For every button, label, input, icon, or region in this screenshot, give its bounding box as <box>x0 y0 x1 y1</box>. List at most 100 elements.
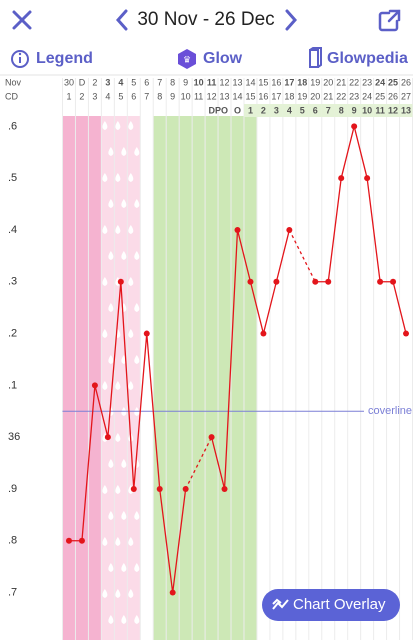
cycle-day-label: 23 <box>349 91 359 101</box>
y-tick-label: .6 <box>8 120 17 132</box>
cycle-day-label: 9 <box>170 91 175 101</box>
temperature-point <box>91 382 98 389</box>
spotting-drop <box>108 355 114 364</box>
date-label: 16 <box>271 77 281 87</box>
legend-button[interactable]: Legend <box>11 50 93 68</box>
cycle-day-label: 26 <box>388 91 398 101</box>
glowpedia-label: Glowpedia <box>327 50 408 67</box>
date-label: 9 <box>183 77 188 87</box>
spotting-drop <box>102 277 108 286</box>
spotting-drop <box>108 459 114 468</box>
spotting-drop <box>128 381 134 390</box>
temperature-point <box>130 485 137 492</box>
date-label: 25 <box>388 77 398 87</box>
gap-connector <box>288 229 316 283</box>
temperature-point <box>169 589 176 596</box>
cycle-day-label: 18 <box>284 91 294 101</box>
spotting-drop <box>128 225 134 234</box>
cycle-day-label: 24 <box>362 91 372 101</box>
date-label: 30 <box>64 77 74 87</box>
cycle-day-label: 21 <box>323 91 333 101</box>
spotting-drop <box>121 511 127 520</box>
cycle-day-label: 1 <box>66 91 71 101</box>
y-tick-label: .4 <box>8 224 17 236</box>
date-label: 23 <box>362 77 372 87</box>
spotting-drop <box>121 251 127 260</box>
dpo-day: 7 <box>326 105 331 115</box>
temperature-point <box>364 175 371 182</box>
dpo-cell <box>282 104 296 117</box>
spotting-drop <box>121 563 127 572</box>
dpo-day: 4 <box>287 105 292 115</box>
date-label: 4 <box>118 77 123 87</box>
spotting-drop <box>102 121 108 130</box>
gap-connector <box>185 436 213 490</box>
temperature-point <box>182 485 189 492</box>
dpo-day: 9 <box>352 105 357 115</box>
chart: NovCD301D2233445566778899101011111212131… <box>5 77 413 640</box>
spotting-drop <box>115 433 121 442</box>
date-label: 14 <box>245 77 255 87</box>
close-button[interactable] <box>12 10 32 30</box>
glowpedia-button[interactable]: Glowpedia <box>309 47 408 68</box>
temperature-point <box>260 330 267 337</box>
spotting-drop <box>115 485 121 494</box>
y-tick-label: .1 <box>8 379 17 391</box>
cycle-day-label: 6 <box>131 91 136 101</box>
cycle-day-label: 3 <box>92 91 97 101</box>
y-tick-label: .5 <box>8 172 17 184</box>
spotting-drop <box>121 459 127 468</box>
spotting-drop <box>108 251 114 260</box>
date-label: D <box>79 77 86 87</box>
row-label: CD <box>5 91 18 101</box>
prev-button[interactable] <box>115 9 128 31</box>
dpo-cell <box>347 104 361 117</box>
dpo-day: 5 <box>300 105 305 115</box>
temperature-point <box>156 485 163 492</box>
spotting-drop <box>102 537 108 546</box>
cycle-day-label: 13 <box>220 91 230 101</box>
spotting-drop <box>108 147 114 156</box>
share-button[interactable] <box>378 9 401 32</box>
temperature-point <box>208 434 215 441</box>
spotting-drop <box>102 485 108 494</box>
next-button[interactable] <box>285 9 298 31</box>
cycle-day-label: 12 <box>207 91 217 101</box>
spotting-drop <box>121 147 127 156</box>
glow-button[interactable]: ♛ Glow <box>178 49 243 69</box>
spotting-band <box>101 116 141 640</box>
dpo-day: O <box>234 105 241 115</box>
temperature-point <box>325 278 332 285</box>
period-band <box>62 116 102 640</box>
temperature-point <box>104 434 111 441</box>
spotting-drop <box>128 277 134 286</box>
spotting-drop <box>128 329 134 338</box>
dpo-cell <box>321 104 335 117</box>
spotting-drop <box>115 121 121 130</box>
date-label: 10 <box>194 77 204 87</box>
spotting-drop <box>102 381 108 390</box>
spotting-drop <box>108 511 114 520</box>
spotting-drop <box>108 615 114 624</box>
date-label: 15 <box>258 77 268 87</box>
legend-label: Legend <box>36 50 93 67</box>
spotting-drop <box>134 199 140 208</box>
spotting-drop <box>134 511 140 520</box>
y-tick-label: .8 <box>8 535 17 547</box>
cycle-day-label: 11 <box>194 91 203 101</box>
dpo-day: 13 <box>401 105 411 115</box>
dpo-cell <box>334 104 348 117</box>
cycle-day-label: 22 <box>336 91 346 101</box>
temperature-point <box>286 226 293 233</box>
temperature-point <box>143 330 150 337</box>
y-tick-label: .9 <box>8 483 17 495</box>
spotting-drop <box>128 173 134 182</box>
chart-overlay-button[interactable]: Chart Overlay <box>262 589 400 621</box>
temperature-point <box>377 278 384 285</box>
cycle-day-label: 5 <box>118 91 123 101</box>
temperature-point <box>273 278 280 285</box>
date-label: 12 <box>220 77 230 87</box>
dpo-cell <box>373 104 387 117</box>
dpo-day: 8 <box>339 105 344 115</box>
spotting-drop <box>134 563 140 572</box>
